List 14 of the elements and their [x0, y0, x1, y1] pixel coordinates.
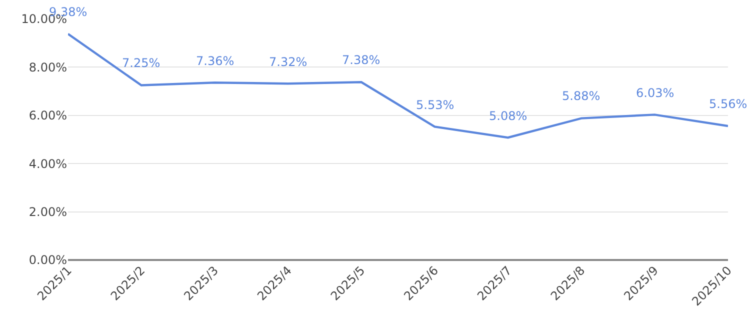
data-label: 7.36%	[196, 54, 234, 68]
data-label: 7.25%	[122, 56, 160, 70]
data-label: 5.88%	[562, 89, 600, 103]
data-label: 5.53%	[416, 98, 454, 112]
y-tick-label: 0.00%	[28, 253, 67, 268]
data-label: 5.08%	[489, 109, 528, 123]
data-label: 7.38%	[342, 53, 380, 67]
y-tick-label: 2.00%	[28, 205, 67, 219]
data-label: 7.32%	[269, 55, 308, 69]
y-tick-label: 4.00%	[28, 156, 67, 171]
y-tick-label: 6.00%	[28, 108, 67, 123]
data-label: 6.03%	[636, 86, 674, 100]
data-label: 5.56%	[709, 97, 748, 111]
y-tick-label: 8.00%	[28, 60, 67, 74]
